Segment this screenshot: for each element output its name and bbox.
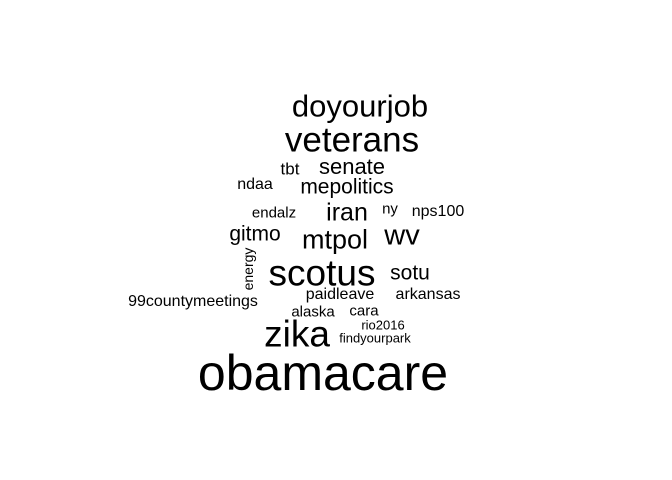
word-arkansas: arkansas (395, 286, 461, 303)
word-cara: cara (349, 302, 379, 320)
word-endalz: endalz (251, 204, 297, 222)
word-veterans: veterans (284, 120, 420, 160)
word-rio2016: rio2016 (361, 317, 405, 333)
word-iran: iran (326, 198, 368, 227)
word-obamacare: obamacare (197, 345, 449, 401)
word-mepolitics: mepolitics (300, 175, 394, 199)
word-nps100: nps100 (411, 203, 465, 220)
word-alaska: alaska (291, 303, 335, 321)
word-wv: wv (384, 219, 420, 252)
word-ny: ny (382, 200, 398, 218)
word-senate: senate (318, 154, 386, 179)
word-paidleave: paidleave (305, 286, 375, 303)
word-tbt: tbt (280, 159, 300, 179)
word-99countymeetings: 99countymeetings (128, 293, 258, 310)
word-energy: energy (240, 247, 256, 291)
word-findyourpark: findyourpark (339, 330, 411, 346)
word-mtpol: mtpol (301, 224, 369, 255)
word-gitmo: gitmo (229, 222, 281, 246)
word-sotu: sotu (390, 261, 430, 285)
word-scotus: scotus (268, 252, 376, 294)
word-zika: zika (264, 313, 330, 355)
word-ndaa: ndaa (237, 176, 273, 193)
word-doyourjob: doyourjob (291, 88, 429, 124)
